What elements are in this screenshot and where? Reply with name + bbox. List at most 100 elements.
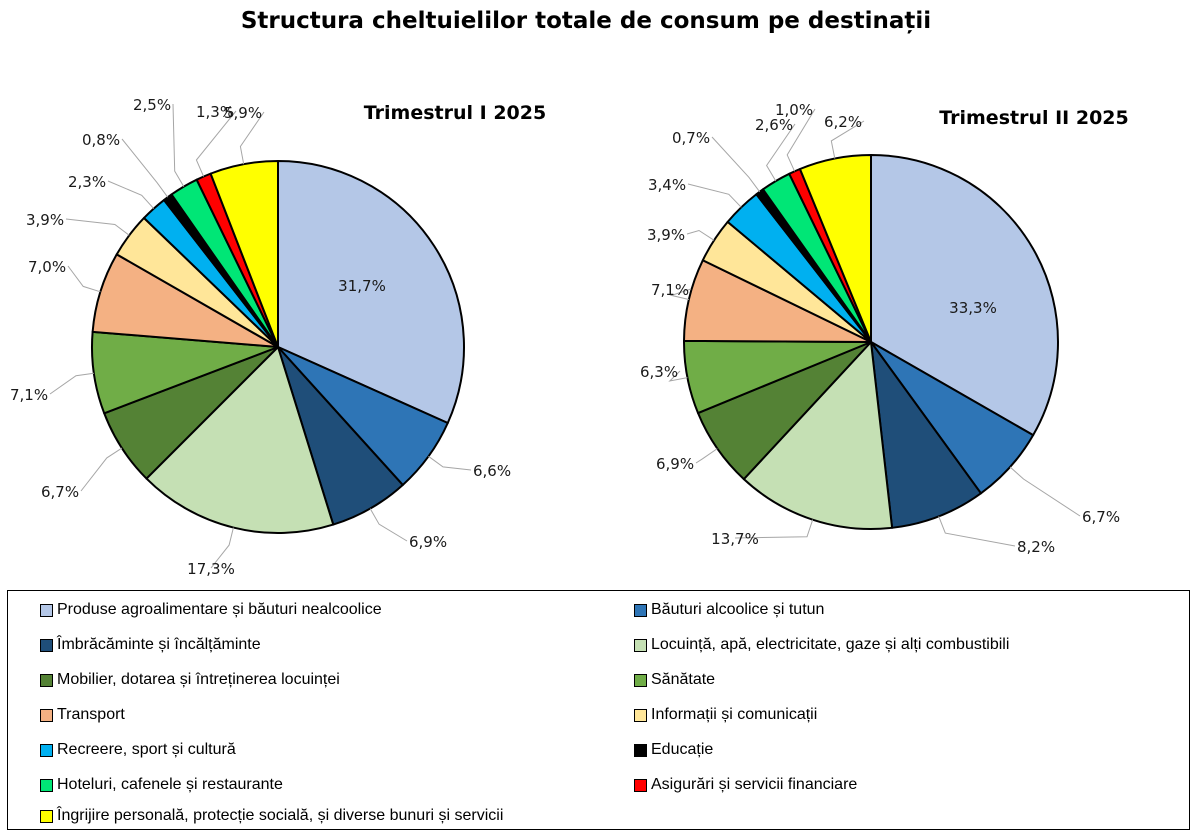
legend-item-furnishing: Mobilier, dotarea și întreținerea locuin… xyxy=(40,669,340,691)
pie-1-leader-line xyxy=(121,138,169,198)
pie-2-leader-line xyxy=(695,448,718,464)
legend-swatch xyxy=(40,638,53,652)
legend-label: Îmbrăcăminte și încălțăminte xyxy=(57,636,261,653)
legend-item-transport: Transport xyxy=(40,704,125,726)
legend-item-hotels: Hoteluri, cafenele și restaurante xyxy=(40,774,283,796)
legend-swatch xyxy=(40,673,53,687)
legend: Produse agroalimentare și băuturi nealco… xyxy=(7,590,1190,830)
pie-2-leader-line xyxy=(786,108,816,172)
legend-swatch xyxy=(634,708,647,722)
legend-label: Mobilier, dotarea și întreținerea locuin… xyxy=(57,671,340,688)
legend-label: Hoteluri, cafenele și restaurante xyxy=(57,776,283,793)
pie-2-data-label: 2,6% xyxy=(755,116,793,134)
pie-1-data-label: 7,0% xyxy=(28,258,66,276)
legend-item-clothing: Îmbrăcăminte și încălțăminte xyxy=(40,634,261,656)
legend-item-communications: Informații și comunicații xyxy=(634,704,817,726)
pie-2-leader-line xyxy=(830,120,865,159)
legend-item-education: Educație xyxy=(634,739,713,761)
legend-swatch xyxy=(634,778,647,792)
pie-1-data-label: 31,7% xyxy=(338,277,386,295)
pie-1-leader-line xyxy=(172,103,185,187)
pie-1-leader-line xyxy=(107,180,155,209)
legend-item-recreation: Recreere, sport și cultură xyxy=(40,739,236,761)
pie-1-data-label: 5,9% xyxy=(224,104,262,122)
pie-quarter-1: 31,7% 6,6% 6,9% 17,3% 6,7% 7,1% 7,0% 3,9% 2,3% 0,… xyxy=(10,96,511,578)
pie-2-slice-housing xyxy=(742,341,894,531)
pie-1-data-label: 6,6% xyxy=(473,462,511,480)
pie-2-data-label: 1,0% xyxy=(775,101,813,119)
pie-1-leader-line xyxy=(239,111,265,165)
pie-1-leader-line xyxy=(67,265,101,293)
legend-label: Sănătate xyxy=(651,671,716,688)
pie-2-slice-clothing xyxy=(870,341,982,529)
chart-title: Structura cheltuielilor totale de consum… xyxy=(241,8,931,34)
pie-2-leader-line xyxy=(734,519,814,539)
legend-swatch xyxy=(634,638,647,652)
pie-2-leader-line xyxy=(1009,466,1081,517)
pie-2-data-label: 13,7% xyxy=(711,530,759,548)
pie-1-slice-personal-care xyxy=(209,160,279,348)
pie-2-data-label: 3,4% xyxy=(648,176,686,194)
pie-2-leader-line xyxy=(711,136,761,193)
pie-1-leader-line xyxy=(195,110,237,177)
legend-swatch xyxy=(40,603,53,617)
pie-1-data-label: 0,8% xyxy=(82,131,120,149)
legend-label: Locuință, apă, electricitate, gaze și al… xyxy=(651,636,1010,653)
pie-2-data-label: 7,1% xyxy=(651,281,689,299)
pie-1-leader-line xyxy=(49,372,94,395)
legend-label: Informații și comunicații xyxy=(651,706,818,723)
pie-2-leader-line xyxy=(668,370,688,382)
pie-2-title: Trimestrul II 2025 xyxy=(939,107,1129,129)
legend-item-insurance: Asigurări și servicii financiare xyxy=(634,774,857,796)
pie-1-leader-line xyxy=(428,455,472,471)
legend-item-health: Sănătate xyxy=(634,669,715,691)
legend-swatch xyxy=(40,743,53,757)
pie-1-data-label: 6,9% xyxy=(409,533,447,551)
legend-swatch xyxy=(634,743,647,757)
pie-1-data-label: 7,1% xyxy=(10,386,48,404)
pie-2-data-label: 6,2% xyxy=(824,113,862,131)
legend-label: Recreere, sport și cultură xyxy=(57,741,236,758)
legend-swatch xyxy=(40,708,53,722)
legend-item-alcohol-tobacco: Băuturi alcoolice și tutun xyxy=(634,599,824,621)
pie-1-title: Trimestrul I 2025 xyxy=(364,102,546,124)
pie-1-data-label: 2,3% xyxy=(68,173,106,191)
legend-label: Transport xyxy=(57,706,125,723)
pie-1-data-label: 2,5% xyxy=(133,96,171,114)
pie-2-data-label: 3,9% xyxy=(647,226,685,244)
pie-2-data-label: 6,3% xyxy=(640,363,678,381)
legend-swatch xyxy=(40,809,53,823)
legend-swatch xyxy=(634,673,647,687)
pie-2-leader-line xyxy=(687,183,742,208)
pie-1-data-label: 6,7% xyxy=(41,483,79,501)
pie-1-data-label: 17,3% xyxy=(187,560,235,578)
legend-label: Băuturi alcoolice și tutun xyxy=(651,601,825,618)
legend-swatch xyxy=(634,603,647,617)
pie-1-leader-line xyxy=(210,527,234,569)
pie-2-data-label: 33,3% xyxy=(949,299,997,317)
legend-item-housing: Locuință, apă, electricitate, gaze și al… xyxy=(634,634,1009,656)
pie-2-leader-line xyxy=(938,516,1016,547)
legend-item-food: Produse agroalimentare și băuturi nealco… xyxy=(40,599,382,621)
pie-2-data-label: 6,9% xyxy=(656,455,694,473)
pie-2-slice-food xyxy=(870,154,1059,437)
pie-1-data-label: 3,9% xyxy=(26,211,64,229)
pie-quarter-2: 33,3% 6,7% 8,2% 13,7% 6,9% 6,3% 7,1% 3,9% 3,4% 0,… xyxy=(640,101,1120,556)
pie-1-slice-food xyxy=(277,160,465,425)
pie-1-leader-line xyxy=(369,508,408,542)
pie-1-data-label: 1,3% xyxy=(196,103,234,121)
legend-label: Produse agroalimentare și băuturi nealco… xyxy=(57,601,382,618)
legend-item-personal-care: Îngrijire personală, protecție socială, … xyxy=(40,805,503,827)
pie-2-leader-line xyxy=(686,229,715,241)
pie-2-data-label: 0,7% xyxy=(672,129,710,147)
pie-1-leader-line xyxy=(80,447,123,492)
pie-2-data-label: 6,7% xyxy=(1082,508,1120,526)
pie-1-leader-line xyxy=(65,218,130,236)
legend-swatch xyxy=(40,778,53,792)
legend-label: Asigurări și servicii financiare xyxy=(651,776,858,793)
pie-charts: Structura cheltuielilor totale de consum… xyxy=(10,8,1129,578)
pie-2-slice-personal-care xyxy=(798,154,872,343)
pie-1-slice-housing xyxy=(145,346,335,534)
pie-2-leader-line xyxy=(669,288,692,300)
legend-label: Educație xyxy=(651,741,714,758)
